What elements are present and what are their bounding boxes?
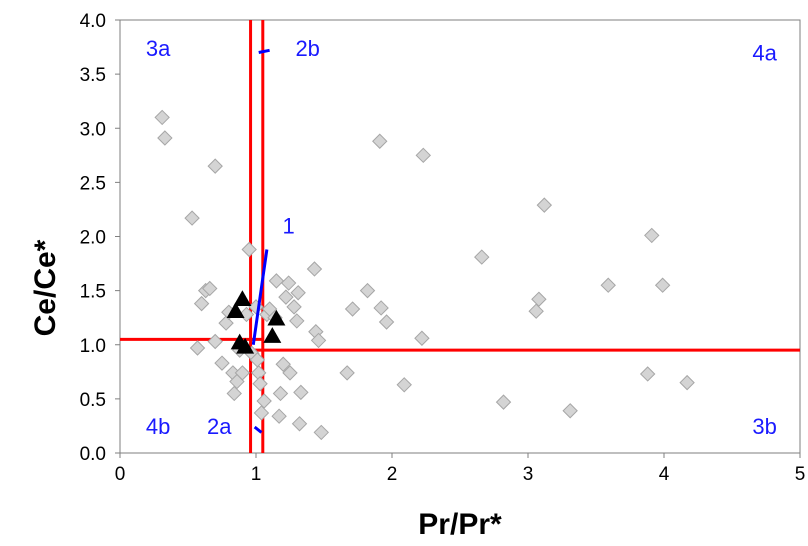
diamond-point xyxy=(495,394,512,410)
diamond-point xyxy=(344,301,361,317)
x-tick-label: 1 xyxy=(251,464,262,485)
y-axis-title: Ce/Ce* xyxy=(29,239,62,336)
region-label-2b: 2b xyxy=(295,36,319,61)
diamond-point xyxy=(679,374,695,391)
diamond-point xyxy=(291,416,308,432)
diamond-point xyxy=(289,313,305,329)
diamond-point xyxy=(639,366,656,382)
region-label-3b: 3b xyxy=(752,414,776,439)
plot-area xyxy=(119,19,801,454)
y-tick-label: 0.5 xyxy=(80,390,106,411)
x-tick-label: 5 xyxy=(795,464,806,485)
diamond-point xyxy=(157,130,173,146)
x-tick-label: 3 xyxy=(523,464,534,485)
diamond-point xyxy=(184,210,200,226)
diamond-point xyxy=(528,303,544,319)
diamond-point xyxy=(234,365,251,381)
diamond-point xyxy=(189,340,206,356)
diamond-point xyxy=(306,261,323,277)
diamond-point xyxy=(218,315,234,331)
region-label-4b: 4b xyxy=(146,414,170,439)
diamond-point xyxy=(359,282,376,299)
y-tick-label: 2.5 xyxy=(80,173,106,194)
triangle-point xyxy=(233,290,252,307)
diamond-point xyxy=(339,365,355,381)
diamond-point xyxy=(293,384,309,401)
diamond-point xyxy=(207,333,223,350)
diamond-point xyxy=(290,285,306,301)
diamond-point xyxy=(286,299,302,315)
region-label-3a: 3a xyxy=(146,36,171,61)
diamond-point xyxy=(414,330,430,346)
diamond-point xyxy=(654,277,671,293)
diamond-point xyxy=(241,241,257,258)
diamond-point xyxy=(253,405,270,421)
diamond-point xyxy=(536,197,553,213)
diamond-point xyxy=(644,227,660,244)
y-tick-label: 4.0 xyxy=(80,11,106,32)
y-tick-label: 2.0 xyxy=(80,228,106,249)
y-tick-label: 1.5 xyxy=(80,282,106,303)
x-tick-label: 0 xyxy=(115,464,126,485)
annotation-pointer-line xyxy=(258,48,270,54)
diamond-point xyxy=(214,355,230,371)
diamond-point xyxy=(310,332,327,349)
diamond-point xyxy=(268,273,285,289)
y-tick-label: 3.5 xyxy=(80,65,106,86)
diamond-point xyxy=(278,289,294,305)
diamond-point xyxy=(396,377,412,393)
diamond-point xyxy=(474,249,490,265)
diamond-point xyxy=(378,314,395,330)
annotation-pointer-line xyxy=(251,249,269,345)
region-label-2a: 2a xyxy=(207,414,232,439)
diamond-point xyxy=(207,158,223,174)
diamond-point xyxy=(373,300,389,316)
diamond-point xyxy=(256,393,272,409)
diamond-point xyxy=(154,109,170,126)
diamond-point xyxy=(313,424,329,441)
diamond-point xyxy=(600,277,616,293)
x-tick-label: 4 xyxy=(659,464,670,485)
x-tick-label: 2 xyxy=(387,464,398,485)
diamond-point xyxy=(193,295,210,312)
triangle-point xyxy=(236,337,255,354)
diamond-point xyxy=(272,385,289,402)
diamond-point xyxy=(372,133,388,149)
triangle-point xyxy=(267,309,286,326)
diamond-point xyxy=(275,356,291,372)
diamond-point xyxy=(415,147,431,164)
diamond-point xyxy=(280,275,297,291)
y-tick-label: 0.0 xyxy=(80,444,106,465)
region-label-4a: 4a xyxy=(752,40,777,65)
triangle-point xyxy=(226,302,245,318)
diamond-point xyxy=(282,365,298,381)
diamond-point xyxy=(252,376,268,392)
diamond-point xyxy=(562,403,578,419)
x-axis-title: Pr/Pr* xyxy=(418,508,502,541)
diamond-point xyxy=(226,385,242,402)
y-tick-label: 3.0 xyxy=(80,119,106,140)
diamond-point xyxy=(271,408,287,424)
diamond-point xyxy=(202,280,218,297)
y-tick-label: 1.0 xyxy=(80,336,106,357)
annotation-pointer-line xyxy=(253,425,263,434)
region-label-1: 1 xyxy=(283,214,295,239)
diamond-point xyxy=(531,291,547,307)
triangle-point xyxy=(263,327,282,343)
